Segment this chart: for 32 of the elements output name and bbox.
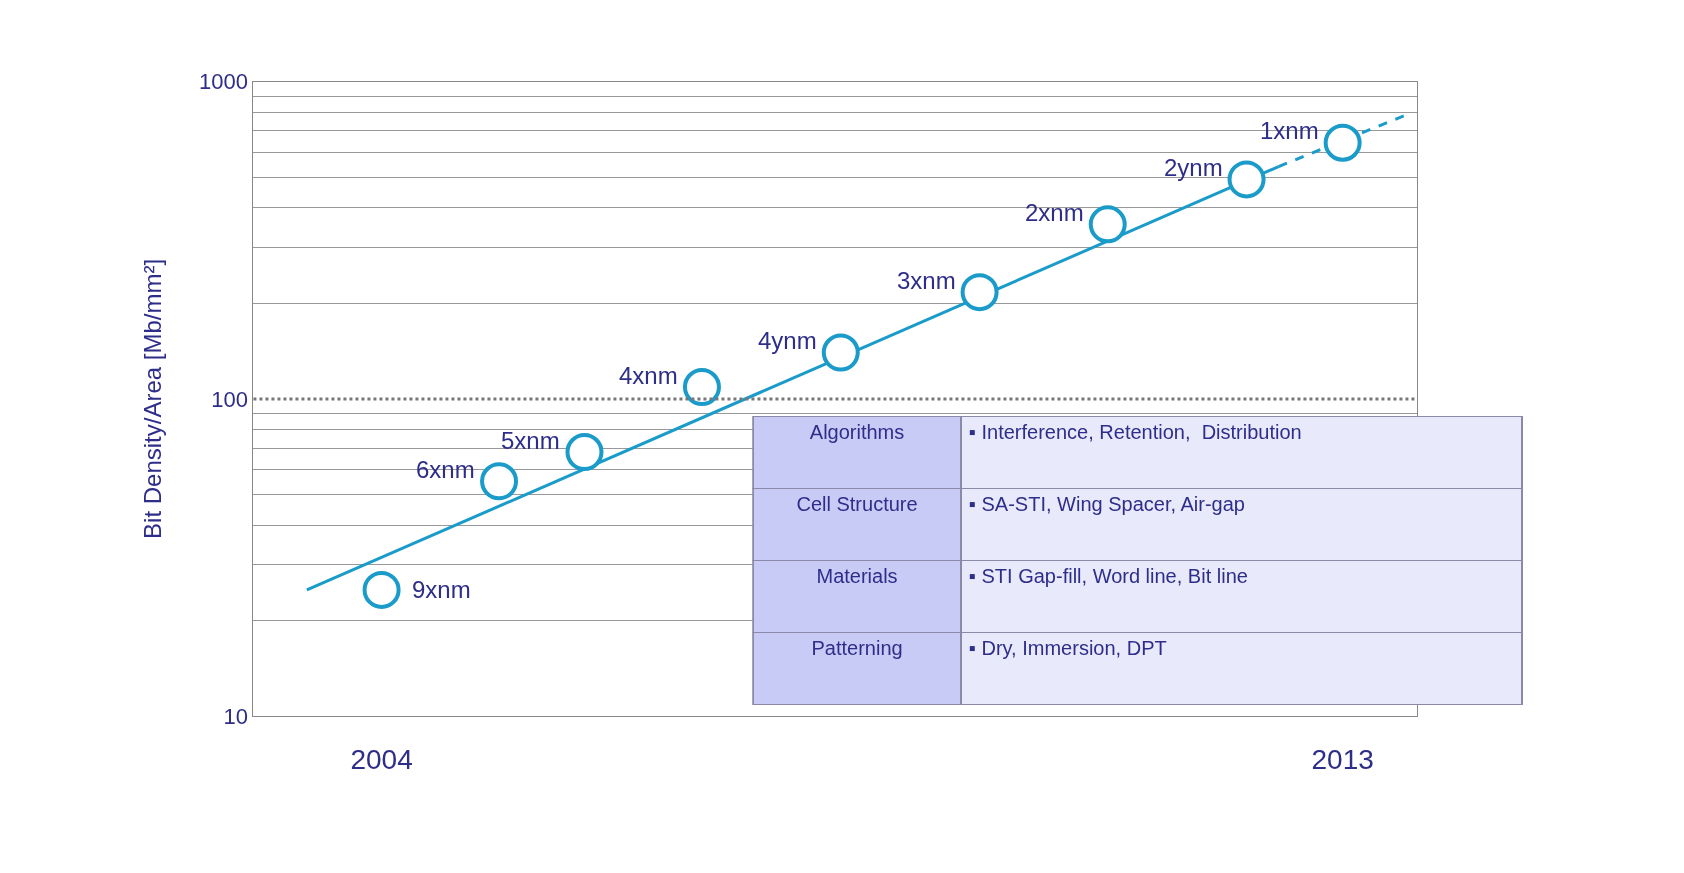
point	[565, 433, 604, 472]
point	[1227, 160, 1266, 199]
x-tick-label: 2004	[350, 743, 413, 775]
category-label: Cell Structure	[796, 493, 918, 516]
annotation: 6xnm	[416, 456, 475, 483]
point	[960, 273, 999, 312]
annotation: ▪ Dry, Immersion, DPT	[968, 637, 1167, 660]
annotation: 2ynm	[1164, 154, 1223, 181]
annotation: ▪ SA-STI, Wing Spacer, Air-gap	[968, 493, 1245, 516]
point	[682, 368, 721, 407]
annotation: 4ynm	[758, 327, 817, 354]
point	[1088, 205, 1127, 244]
y-tick-label: 100	[211, 386, 249, 412]
annotation: 4xnm	[619, 362, 678, 389]
annotation: 9xnm	[412, 576, 471, 603]
annotation: ▪ Interference, Retention, Distribution	[968, 421, 1302, 444]
annotation: 5xnm	[501, 427, 560, 454]
y-axis-title: Bit Density/Area [Mb/mm²]	[139, 258, 167, 539]
point	[821, 333, 860, 372]
y-tick-label: 10	[223, 703, 249, 729]
point	[1323, 123, 1362, 162]
category-label: Algorithms	[809, 421, 905, 444]
x-tick-label: 2013	[1311, 743, 1374, 775]
point	[480, 462, 519, 501]
annotation: ▪ STI Gap-fill, Word line, Bit line	[968, 565, 1248, 588]
annotation: 2xnm	[1025, 199, 1084, 226]
category-label: Materials	[816, 565, 898, 588]
annotation: 1xnm	[1260, 117, 1319, 144]
category-label: Patterning	[811, 637, 903, 660]
annotation: 3xnm	[897, 267, 956, 294]
point	[362, 570, 401, 609]
y-tick-label: 1000	[199, 69, 249, 95]
